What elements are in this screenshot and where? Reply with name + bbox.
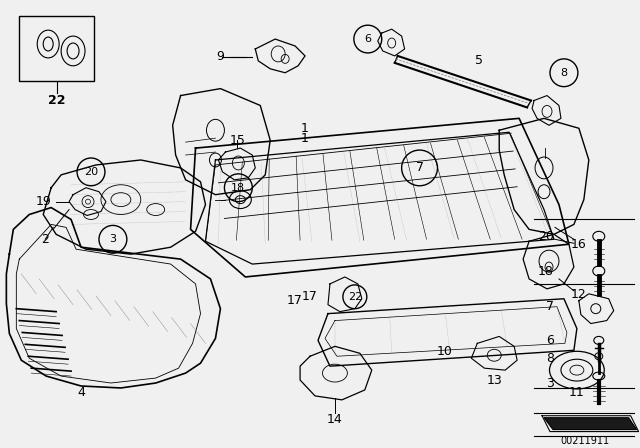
Text: 1: 1 (301, 132, 309, 145)
Text: 6: 6 (546, 334, 554, 347)
Polygon shape (544, 418, 637, 430)
Text: 4: 4 (77, 387, 85, 400)
Text: 3: 3 (109, 234, 116, 244)
Text: 13: 13 (486, 374, 502, 387)
Text: 20: 20 (538, 230, 554, 243)
Text: 2: 2 (41, 233, 49, 246)
Text: 3: 3 (546, 376, 554, 389)
Text: 7: 7 (415, 161, 424, 174)
Text: 7: 7 (546, 300, 554, 313)
Text: 17: 17 (302, 290, 318, 303)
Text: 22: 22 (49, 94, 66, 107)
Text: 18: 18 (231, 183, 245, 193)
Text: 20: 20 (84, 167, 98, 177)
Text: 17: 17 (287, 294, 303, 307)
Text: 5: 5 (476, 54, 483, 67)
Text: 12: 12 (571, 289, 587, 302)
Text: 6: 6 (364, 34, 371, 44)
Text: 8: 8 (561, 68, 568, 78)
Text: 22: 22 (348, 292, 362, 302)
Text: 18: 18 (538, 264, 554, 277)
Text: 16: 16 (571, 238, 587, 251)
Text: 1: 1 (301, 122, 309, 135)
Text: 19: 19 (35, 195, 51, 208)
Text: 15: 15 (229, 134, 245, 146)
Text: 10: 10 (436, 345, 452, 358)
FancyBboxPatch shape (19, 16, 94, 81)
Text: 00211911: 00211911 (560, 435, 609, 445)
Text: 11: 11 (569, 387, 585, 400)
Text: 14: 14 (327, 413, 343, 426)
Text: 8: 8 (546, 352, 554, 365)
Text: 9: 9 (216, 50, 225, 64)
